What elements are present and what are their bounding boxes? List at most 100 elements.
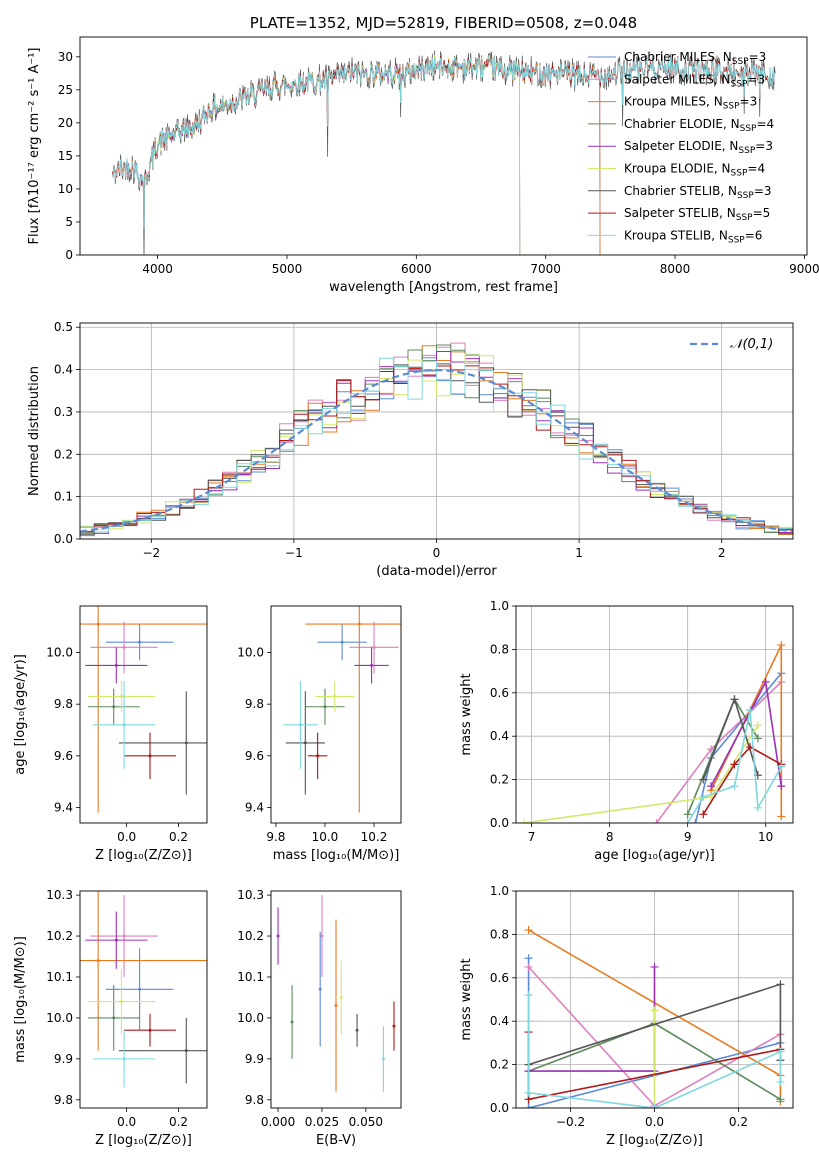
data-point (340, 640, 344, 644)
y-tick-label: 0.2 (490, 1058, 509, 1072)
data-point (298, 723, 302, 727)
panel-mw_vs_Z: −0.2 0.0 0.2 0.0 0.2 0.4 0.6 0.8 1.0 Z [log₁₀(Z/Z… (459, 884, 794, 1148)
series-marker (683, 810, 692, 819)
data-point (96, 622, 100, 626)
x-tick-label: 6000 (401, 262, 432, 276)
x-tick-label: −0.2 (556, 1115, 585, 1129)
legend-label-name: Chabrier ELODIE, (624, 117, 731, 131)
x-tick-label: 10.0 (312, 830, 339, 844)
y-axis-label: mass [log₁₀(M/M⊙)] (13, 936, 28, 1063)
y-tick-label: 10.0 (237, 1011, 264, 1025)
y-tick-label: 1.0 (490, 884, 509, 898)
x-axis-label: wavelength [Angstrom, rest frame] (329, 280, 558, 295)
y-tick-label: 10 (58, 182, 73, 196)
series-line (523, 724, 759, 823)
series-marker (753, 734, 762, 743)
normal-curve (80, 368, 793, 533)
y-tick-label: 9.6 (54, 749, 73, 763)
legend-label: Salpeter MILES, NSSP=3 (624, 72, 765, 89)
series-marker (650, 1104, 659, 1108)
legend-label: Salpeter STELIB, NSSP=5 (624, 206, 770, 223)
x-tick-label: 0.0 (117, 830, 136, 844)
legend-label-name: Salpeter MILES, (624, 72, 722, 86)
x-tick-label: 7 (528, 830, 536, 844)
series-marker (776, 1077, 785, 1086)
y-tick-label: 9.6 (245, 749, 264, 763)
y-tick-label: 9.8 (54, 1093, 73, 1107)
panel-age_vs_Z: 0.0 0.2 9.4 9.6 9.8 10.0 Z [log₁₀(Z/Z⊙)] age [l… (13, 605, 208, 863)
legend-nssp-sub: SSP (728, 235, 745, 245)
x-tick-label: 0.0 (645, 1115, 664, 1129)
y-tick-label: 0.4 (490, 1014, 509, 1028)
series-marker (524, 1104, 533, 1108)
x-tick-label: 10 (758, 830, 773, 844)
series-line (687, 710, 782, 823)
spectrum-line (144, 54, 521, 255)
legend-nssp-sub: SSP (737, 191, 754, 201)
y-axis-label: mass weight (459, 673, 474, 755)
y-tick-label: 0.5 (54, 320, 73, 334)
series-marker (699, 775, 708, 784)
legend-nssp-prefix: N (728, 184, 737, 198)
legend-label-name: Chabrier STELIB, (624, 184, 728, 198)
y-tick-label: 9.8 (245, 697, 264, 711)
y-tick-label: 9.8 (54, 697, 73, 711)
legend-nssp-prefix: N (723, 50, 732, 64)
y-tick-label: 10.3 (237, 888, 264, 902)
series-marker (524, 962, 533, 971)
y-tick-label: 0.2 (54, 447, 73, 461)
y-tick-label: 0.0 (54, 532, 73, 546)
y-tick-label: 0.4 (54, 363, 73, 377)
legend-label: Chabrier MILES, NSSP=3 (624, 50, 766, 67)
axes-frame (515, 605, 794, 824)
panel-mass_vs_Z: 0.0 0.2 9.8 9.9 10.0 10.1 10.2 10.3 Z [log₁₀(Z/Z… (13, 888, 208, 1148)
y-tick-label: 9.8 (245, 1093, 264, 1107)
y-tick-label: 10.0 (46, 1011, 73, 1025)
legend-nssp-sub: SSP (731, 79, 748, 89)
legend-nssp-sub: SSP (736, 213, 753, 223)
legend-nssp-eq: = (740, 95, 750, 109)
x-axis-label: (data-model)/error (376, 564, 497, 579)
legend-nssp-prefix: N (722, 162, 731, 176)
x-tick-label: −2 (142, 546, 160, 560)
series-marker (730, 760, 739, 769)
series-line (528, 967, 656, 1072)
plot-area (80, 891, 207, 1088)
data-point (355, 1028, 359, 1032)
series-line (702, 745, 782, 815)
data-point (334, 1004, 338, 1008)
x-tick-label: 9000 (789, 262, 819, 276)
legend-nssp-eq: = (754, 184, 764, 198)
x-axis-label: Z [log₁₀(Z/Z⊙)] (95, 848, 192, 863)
x-tick-label: 0.050 (349, 1115, 383, 1129)
series-marker (777, 641, 786, 650)
y-tick-label: 10.2 (237, 929, 264, 943)
legend-nssp-value: 3 (764, 184, 772, 198)
legend-nssp-eq: = (755, 139, 765, 153)
series-marker (524, 991, 533, 1000)
legend-label-name: Kroupa MILES, (624, 95, 714, 109)
y-tick-label: 0.8 (490, 927, 509, 941)
y-tick-label: 0.4 (490, 729, 509, 743)
legend-nssp-eq: = (747, 162, 757, 176)
x-tick-label: 9.8 (266, 830, 285, 844)
data-point (122, 723, 126, 727)
data-point (318, 987, 322, 991)
x-tick-label: 0.0 (117, 1115, 136, 1129)
legend-label: Chabrier ELODIE, NSSP=4 (624, 117, 774, 134)
spectrum-line (111, 56, 776, 227)
plot-area (111, 50, 776, 255)
data-point (276, 934, 280, 938)
data-point (333, 694, 337, 698)
y-tick-label: 5 (65, 215, 73, 229)
legend-nssp-value: 3 (750, 95, 758, 109)
series-marker (777, 762, 786, 771)
legend-label: Chabrier STELIB, NSSP=3 (624, 184, 772, 201)
legend-nssp-value: 3 (757, 72, 765, 86)
y-tick-label: 0.6 (490, 686, 509, 700)
legend-label: Salpeter ELODIE, NSSP=3 (624, 139, 773, 156)
data-point (381, 1057, 385, 1061)
y-tick-label: 10.3 (46, 888, 73, 902)
legend-label: 𝒩(0,1) (730, 337, 773, 352)
